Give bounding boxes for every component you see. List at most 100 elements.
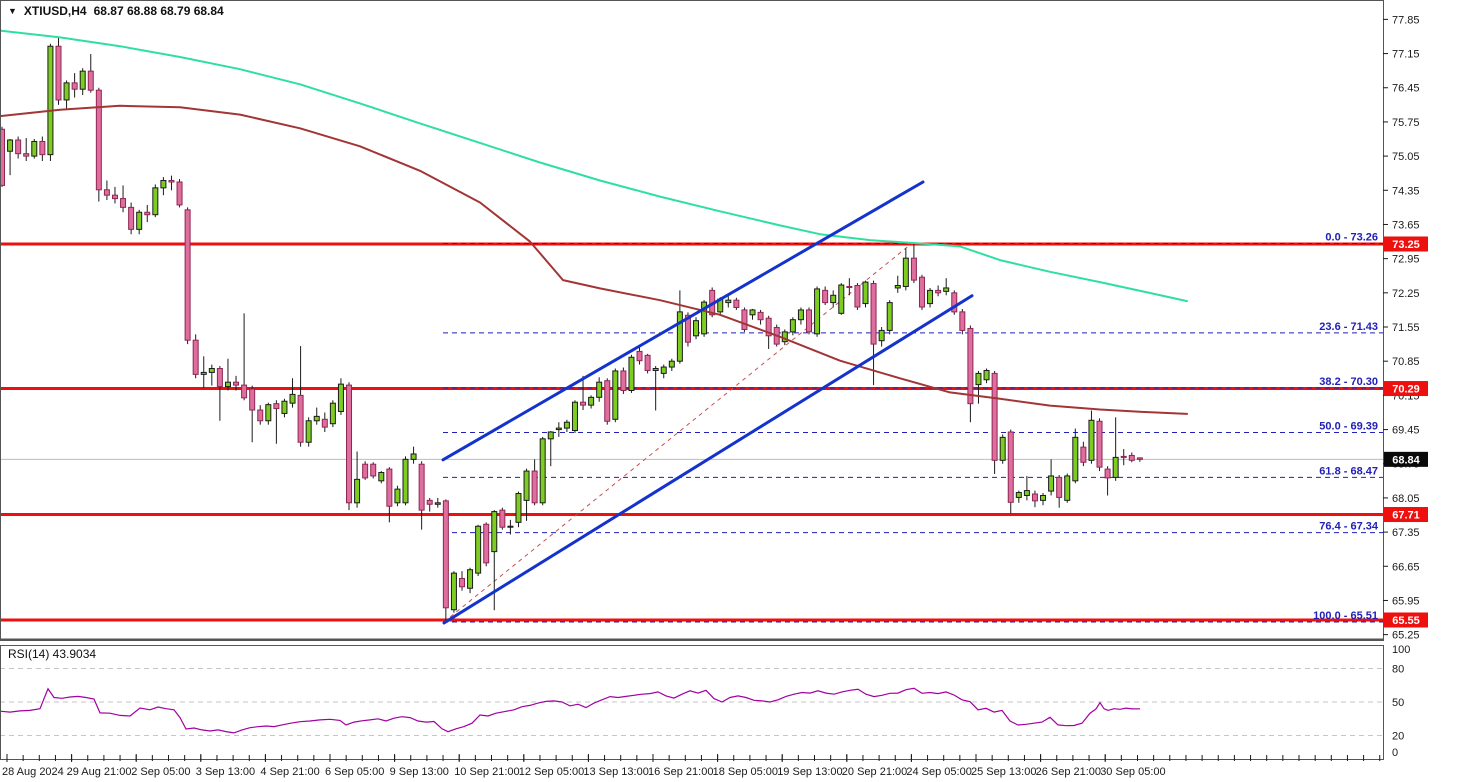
rsi-pane xyxy=(0,667,1383,737)
candle-up xyxy=(628,356,635,391)
rsi-indicator-label: RSI(14) 43.9034 xyxy=(8,647,97,661)
chevron-down-icon[interactable]: ▼ xyxy=(8,6,17,16)
candle-down xyxy=(644,354,651,371)
time-axis-label: 3 Sep 13:00 xyxy=(196,766,255,778)
candle-up xyxy=(676,311,683,362)
ma-slow-red xyxy=(0,104,1188,415)
price-badge: 67.71 xyxy=(1384,507,1428,523)
price-axis-label: 76.45 xyxy=(1392,83,1420,95)
candle-down xyxy=(684,314,691,343)
candle-down xyxy=(458,577,465,588)
time-axis[interactable]: 28 Aug 2024 29 Aug 21:00 2 Sep 05:00 3 Sep … xyxy=(2,754,1381,778)
candle-up xyxy=(475,525,482,574)
candle-up xyxy=(467,569,474,589)
time-axis-label: 10 Sep 21:00 xyxy=(454,766,519,778)
candle-down xyxy=(192,339,199,375)
candle-down xyxy=(321,418,328,428)
price-axis-label: 69.45 xyxy=(1392,425,1420,437)
candle-down xyxy=(370,463,377,477)
price-badge: 65.55 xyxy=(1384,612,1428,628)
rsi-axis[interactable]: 100 80 50 20 0 xyxy=(1392,644,1410,759)
candle-down xyxy=(1128,454,1135,461)
candle-up xyxy=(612,370,619,420)
candle-up xyxy=(830,294,837,304)
rsi-axis-label: 0 xyxy=(1392,747,1398,759)
horizontal-level-lines[interactable] xyxy=(0,242,1383,622)
price-badge: 68.84 xyxy=(1384,451,1428,467)
candle-up xyxy=(337,383,344,412)
time-axis-label: 2 Sep 05:00 xyxy=(131,766,190,778)
time-axis-label: 24 Sep 05:00 xyxy=(906,766,971,778)
candle-down xyxy=(1120,455,1127,458)
candle-down xyxy=(273,403,280,410)
fib-level-label: 61.8 - 68.47 xyxy=(1319,465,1378,477)
candle-up xyxy=(814,288,821,335)
candle-down xyxy=(1056,476,1063,498)
price-badge-bg xyxy=(1384,612,1428,628)
candle-down xyxy=(1080,446,1087,463)
candle-up xyxy=(789,319,796,333)
candle-down xyxy=(1136,457,1143,460)
candle-up xyxy=(1072,436,1079,482)
candle-down xyxy=(386,468,393,507)
price-axis-label: 67.35 xyxy=(1392,527,1420,539)
fib-level-label: 100.0 - 65.51 xyxy=(1313,610,1378,622)
fibonacci-trend-diagonal[interactable] xyxy=(443,246,909,623)
candle-down xyxy=(918,276,925,308)
price-axis-label: 72.25 xyxy=(1392,288,1420,300)
candle-up xyxy=(329,402,336,425)
candle-up xyxy=(507,525,514,528)
price-axis-label: 75.75 xyxy=(1392,117,1420,129)
candle-up xyxy=(515,493,522,523)
candle-up xyxy=(701,301,708,335)
price-axis-label: 75.05 xyxy=(1392,151,1420,163)
price-badge-value: 73.25 xyxy=(1392,239,1420,251)
candle-down xyxy=(870,283,877,345)
chart-title-bar: ▼ XTIUSD,H4 68.87 68.88 68.79 68.84 xyxy=(8,4,224,18)
candle-down xyxy=(636,350,643,362)
fib-level-label: 0.0 - 73.26 xyxy=(1325,232,1378,244)
price-axis-label: 72.95 xyxy=(1392,254,1420,266)
rsi-axis-label: 50 xyxy=(1392,697,1404,709)
candle-down xyxy=(39,140,46,156)
fibonacci-labels: 0.0 - 73.26 23.6 - 71.43 38.2 - 70.30 50.0 … xyxy=(1313,232,1379,622)
candle-down xyxy=(103,189,110,196)
candle-up xyxy=(1048,475,1055,492)
time-axis-label: 30 Sep 05:00 xyxy=(1100,766,1165,778)
trend-channel-upper[interactable] xyxy=(441,180,925,462)
candle-down xyxy=(499,509,506,528)
candle-up xyxy=(999,436,1006,461)
time-axis-label: 25 Sep 13:00 xyxy=(971,766,1036,778)
candle-down xyxy=(951,292,958,313)
candle-up xyxy=(894,285,901,289)
candle-down xyxy=(757,311,764,321)
candle-down xyxy=(0,128,5,186)
trend-channel-lower[interactable] xyxy=(442,294,974,625)
candle-down xyxy=(257,409,264,422)
price-axis-label: 65.95 xyxy=(1392,595,1420,607)
candlesticks xyxy=(0,37,1143,623)
price-axis-label: 77.15 xyxy=(1392,49,1420,61)
candle-up xyxy=(725,299,732,304)
candle-up xyxy=(378,472,385,482)
candle-down xyxy=(71,82,78,90)
fib-level-label: 23.6 - 71.43 xyxy=(1319,321,1378,333)
price-badge-bg xyxy=(1384,236,1428,252)
candle-up xyxy=(79,70,86,90)
candle-up xyxy=(596,381,603,398)
candle-up xyxy=(902,257,909,287)
candle-up xyxy=(563,421,570,429)
time-axis-label: 16 Sep 21:00 xyxy=(648,766,713,778)
candle-up xyxy=(1088,419,1095,461)
price-axis[interactable]: 77.85 77.15 76.45 75.75 75.05 74.35 73.65 72.95… xyxy=(1383,14,1420,642)
candle-up xyxy=(289,393,296,404)
candle-down xyxy=(910,257,917,281)
candle-up xyxy=(491,511,498,553)
candle-up xyxy=(797,309,804,321)
price-badge: 70.29 xyxy=(1384,381,1428,397)
candle-up xyxy=(1112,456,1119,478)
candle-up xyxy=(313,415,320,422)
candle-up xyxy=(660,366,667,374)
